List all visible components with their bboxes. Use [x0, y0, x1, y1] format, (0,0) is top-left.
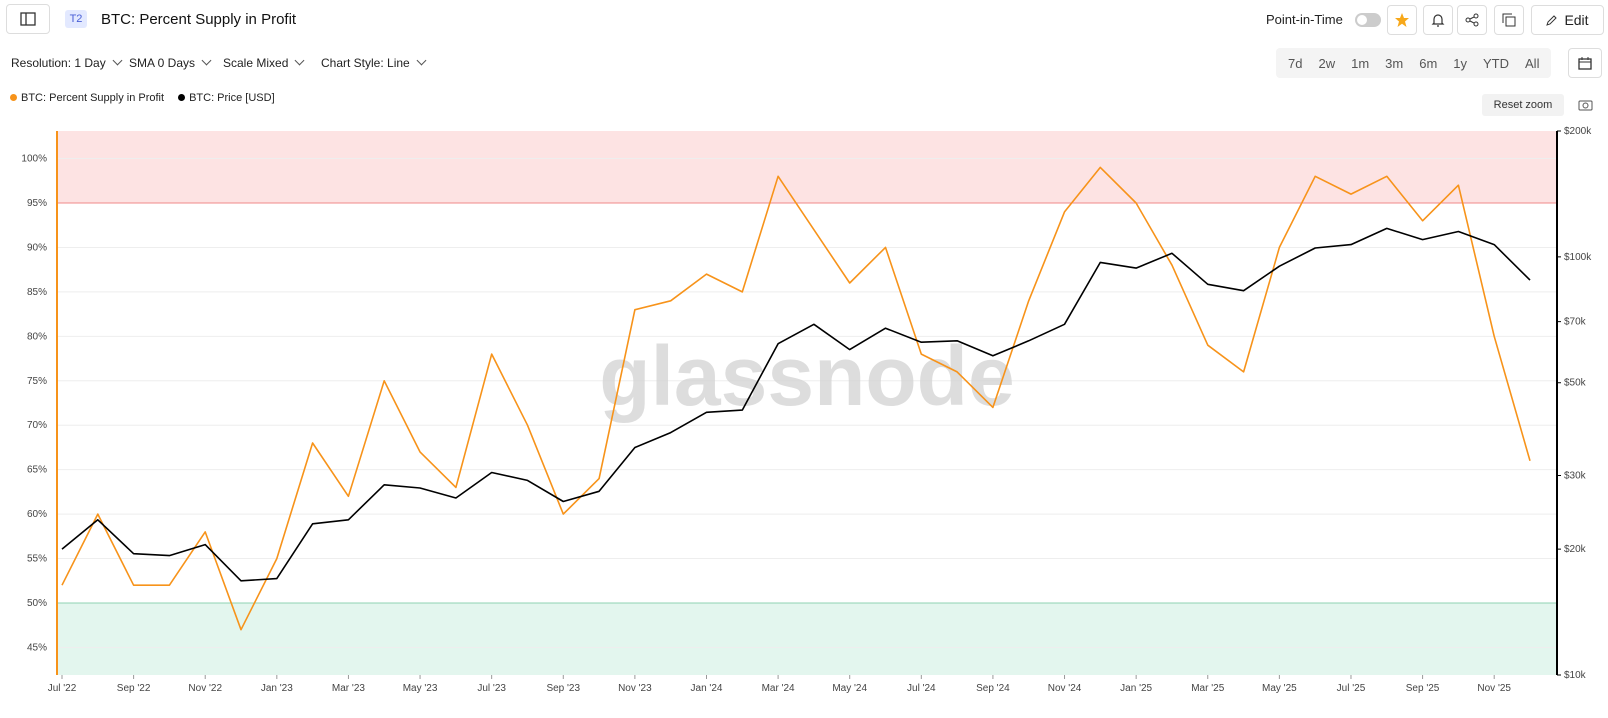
- tier-tag: T2: [65, 10, 87, 28]
- x-tick-label: Nov '25: [1477, 683, 1511, 694]
- overbought-zone: [57, 131, 1557, 203]
- y-tick-label: 85%: [27, 287, 47, 298]
- alert-button[interactable]: [1423, 5, 1453, 35]
- x-tick-label: Mar '24: [762, 683, 795, 694]
- y-tick-label: 100%: [21, 154, 47, 165]
- x-tick-label: Jul '23: [477, 683, 506, 694]
- x-tick-label: Jan '25: [1120, 683, 1152, 694]
- x-tick-label: Mar '23: [332, 683, 365, 694]
- y-tick-label: 70%: [27, 420, 47, 431]
- calendar-button[interactable]: [1568, 48, 1602, 78]
- x-tick-label: Nov '22: [188, 683, 222, 694]
- y-tick-label: 60%: [27, 509, 47, 520]
- sidebar-icon: [20, 12, 36, 26]
- resolution-dropdown[interactable]: Resolution: 1 Day: [11, 56, 121, 70]
- y-tick-label: 45%: [27, 642, 47, 653]
- duplicate-button[interactable]: [1494, 5, 1524, 35]
- range-button[interactable]: 2w: [1318, 55, 1336, 71]
- bell-icon: [1431, 14, 1445, 27]
- sidebar-toggle[interactable]: [6, 4, 50, 34]
- legend-item[interactable]: BTC: Price [USD]: [178, 92, 275, 104]
- favorite-button[interactable]: [1387, 5, 1417, 35]
- page-title: BTC: Percent Supply in Profit: [101, 11, 297, 28]
- range-button[interactable]: 7d: [1288, 55, 1303, 71]
- reset-zoom-button[interactable]: Reset zoom: [1482, 94, 1564, 116]
- x-tick-label: Sep '22: [117, 683, 151, 694]
- style-dropdown[interactable]: Chart Style: Line: [321, 56, 425, 70]
- y-tick-label: 95%: [27, 198, 47, 209]
- share-button[interactable]: [1457, 5, 1487, 35]
- copy-icon: [1502, 13, 1516, 27]
- y2-tick-label: $200k: [1564, 126, 1592, 137]
- y-tick-label: 75%: [27, 376, 47, 387]
- sma-dropdown[interactable]: SMA 0 Days: [129, 56, 210, 70]
- range-button[interactable]: 6m: [1419, 55, 1438, 71]
- range-button[interactable]: YTD: [1483, 55, 1510, 71]
- x-tick-label: Nov '23: [618, 683, 652, 694]
- x-tick-label: Sep '24: [976, 683, 1010, 694]
- x-tick-label: Nov '24: [1048, 683, 1082, 694]
- legend-item[interactable]: BTC: Percent Supply in Profit: [10, 92, 164, 104]
- edit-label: Edit: [1564, 12, 1589, 28]
- legend-dot: [178, 94, 186, 101]
- share-icon: [1465, 13, 1479, 27]
- legend-label: BTC: Price [USD]: [189, 92, 275, 104]
- oversold-zone: [57, 603, 1557, 675]
- star-icon: [1395, 13, 1409, 27]
- x-tick-label: May '25: [1262, 683, 1297, 694]
- calendar-icon: [1578, 57, 1592, 70]
- y-tick-label: 55%: [27, 554, 47, 565]
- y2-tick-label: $50k: [1564, 378, 1587, 389]
- series-line: [61, 166, 1531, 631]
- pencil-icon: [1546, 15, 1558, 26]
- snapshot-icon[interactable]: [1578, 98, 1594, 112]
- y2-tick-label: $100k: [1564, 252, 1592, 263]
- x-tick-label: Mar '25: [1191, 683, 1224, 694]
- edit-button[interactable]: Edit: [1531, 5, 1604, 35]
- y2-tick-label: $30k: [1564, 471, 1587, 482]
- y2-tick-label: $10k: [1564, 670, 1587, 681]
- x-tick-label: Sep '25: [1406, 683, 1440, 694]
- y-tick-label: 65%: [27, 465, 47, 476]
- header: T2 BTC: Percent Supply in Profit Point-i…: [0, 0, 1608, 40]
- x-tick-label: Jan '24: [691, 683, 723, 694]
- x-tick-label: May '24: [832, 683, 867, 694]
- x-tick-label: Jul '25: [1337, 683, 1366, 694]
- legend: BTC: Percent Supply in Profit BTC: Price …: [10, 92, 275, 104]
- x-tick-label: Jul '24: [907, 683, 936, 694]
- point-in-time-toggle[interactable]: [1355, 13, 1381, 27]
- range-button[interactable]: 1y: [1453, 55, 1468, 71]
- series-line: [61, 227, 1531, 582]
- y-tick-label: 50%: [27, 598, 47, 609]
- chart: 45% 50% 55% 60% 65% 70% 75% 80% 85% 90% 95% 100% $10…: [21, 126, 1592, 694]
- range-button[interactable]: 1m: [1351, 55, 1370, 71]
- range-button[interactable]: 3m: [1385, 55, 1404, 71]
- x-tick-label: Sep '23: [546, 683, 580, 694]
- y2-tick-label: $70k: [1564, 317, 1587, 328]
- y-tick-label: 90%: [27, 242, 47, 253]
- point-in-time-label: Point-in-Time: [1266, 12, 1343, 27]
- watermark: glassnode: [599, 329, 1014, 423]
- y-tick-label: 80%: [27, 331, 47, 342]
- range-button[interactable]: All: [1525, 55, 1540, 71]
- range-selector: 7d 2w 1m 3m 6m 1y YTD All: [1276, 48, 1552, 78]
- scale-dropdown[interactable]: Scale Mixed: [223, 56, 303, 70]
- legend-dot: [10, 94, 17, 101]
- x-tick-label: May '23: [403, 683, 438, 694]
- x-tick-label: Jul '22: [48, 683, 77, 694]
- x-tick-label: Jan '23: [261, 683, 293, 694]
- legend-label: BTC: Percent Supply in Profit: [21, 92, 165, 104]
- y2-tick-label: $20k: [1564, 544, 1587, 555]
